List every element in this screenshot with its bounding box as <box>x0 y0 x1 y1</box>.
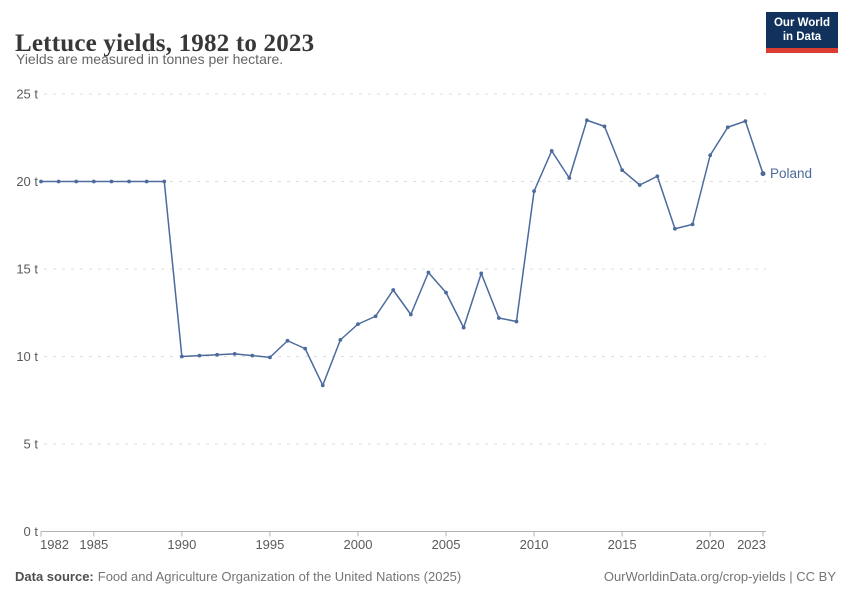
data-point <box>514 319 519 324</box>
data-point <box>426 270 431 275</box>
data-point <box>690 222 695 227</box>
data-point <box>74 179 79 184</box>
data-point <box>444 290 448 295</box>
data-point <box>144 179 149 184</box>
data-point <box>179 354 184 359</box>
data-point <box>285 338 290 343</box>
x-axis-tick-label: 2000 <box>344 537 373 552</box>
data-point <box>637 183 642 187</box>
y-axis-tick-label: 5 t <box>24 437 39 452</box>
owid-logo[interactable]: Our World in Data <box>766 12 838 53</box>
data-point <box>127 179 131 184</box>
data-point <box>232 351 237 356</box>
y-axis-tick-label: 0 t <box>24 524 39 539</box>
data-point <box>725 125 730 130</box>
credit-link[interactable]: OurWorldinData.org/crop-yields | CC BY <box>603 569 836 584</box>
data-point <box>620 168 625 173</box>
data-point <box>162 179 167 184</box>
data-point <box>408 312 413 317</box>
data-point <box>56 179 61 184</box>
data-point <box>743 119 748 124</box>
y-axis-tick-label: 15 t <box>16 262 38 277</box>
chart-footer: Data source: Food and Agriculture Organiz… <box>15 569 836 584</box>
data-point <box>567 176 572 180</box>
data-point <box>708 153 713 158</box>
x-axis-tick-label: 2005 <box>432 537 461 552</box>
chart-subtitle: Yields are measured in tonnes per hectar… <box>16 51 284 67</box>
data-point <box>373 314 378 319</box>
y-axis-tick-label: 10 t <box>16 349 38 364</box>
y-axis-tick-label: 20 t <box>16 174 38 189</box>
data-point <box>479 271 484 276</box>
data-point <box>391 288 396 292</box>
owid-logo-line1: Our World <box>773 16 830 29</box>
owid-logo-line2: in Data <box>782 31 822 43</box>
data-point <box>91 179 96 184</box>
data-point <box>215 352 219 357</box>
data-point <box>532 189 536 194</box>
data-point <box>496 316 501 320</box>
x-axis-tick-label: 2010 <box>520 537 549 552</box>
owid-logo-box: Our World in Data <box>766 12 838 48</box>
data-point <box>655 174 660 179</box>
page-title: Lettuce yields, 1982 to 2023 <box>15 29 315 57</box>
data-point <box>673 226 677 231</box>
x-axis-tick-label: 1985 <box>79 537 108 552</box>
data-point <box>602 124 607 129</box>
data-point <box>109 179 114 184</box>
data-point <box>197 353 202 358</box>
y-axis-tick-label: 25 t <box>16 87 38 102</box>
data-point <box>549 148 554 153</box>
x-axis-tick-label: 2020 <box>696 537 725 552</box>
data-point <box>303 346 308 351</box>
data-source-line: Data source: Food and Agriculture Organiz… <box>15 569 461 584</box>
data-point <box>39 179 43 184</box>
data-point <box>320 383 325 388</box>
data-point <box>461 325 466 330</box>
data-point <box>250 353 255 358</box>
series-line-poland <box>40 119 764 387</box>
x-axis-tick-label: 2023 <box>737 537 766 552</box>
owid-logo-red-bar <box>766 48 838 53</box>
data-point <box>338 337 343 342</box>
series-end-point <box>760 171 766 177</box>
series-label-poland[interactable]: Poland <box>770 166 812 181</box>
data-source-label: Data source: <box>15 569 94 584</box>
data-point <box>585 118 589 123</box>
data-point <box>356 322 360 327</box>
x-axis-tick-label: 2015 <box>608 537 637 552</box>
x-axis-tick-label: 1982 <box>40 537 69 552</box>
data-source-text[interactable]: Food and Agriculture Organization of the… <box>97 569 462 584</box>
x-axis-tick-label: 1990 <box>167 537 196 552</box>
x-axis-tick-label: 1995 <box>255 537 284 552</box>
data-point <box>268 355 272 360</box>
